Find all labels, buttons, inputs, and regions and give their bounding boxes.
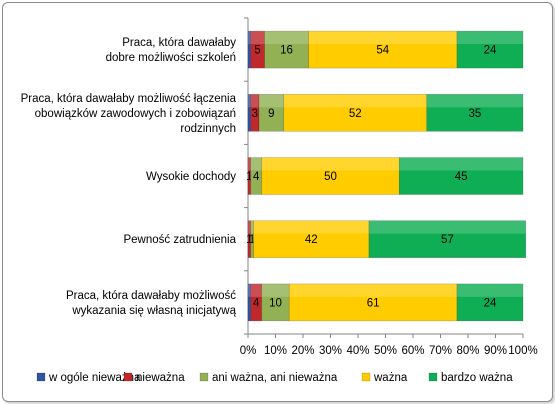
data-label: 24 [484,297,497,309]
data-label: 24 [484,45,497,57]
category-label: Wysokie dochody [146,171,236,183]
data-label: 1 [249,234,255,246]
bar-segment [261,157,400,195]
data-label: 10 [269,297,282,309]
legend-label: bardzo ważna [441,372,513,384]
data-label: 16 [280,45,293,57]
bar-highlight [248,220,251,234]
bar-highlight [289,283,457,297]
x-tick-label: 80% [456,345,479,357]
bar-highlight [264,31,309,45]
data-label: 45 [455,171,468,183]
data-label: 50 [324,171,337,183]
category-label: Praca, która dawałaby [122,37,236,49]
bar-segment [261,283,290,322]
data-label: 4 [253,297,260,309]
bar-highlight [250,283,262,297]
bar-highlight [457,31,523,45]
bar-highlight [248,157,251,171]
category-label: Praca, która dawałaby możliwość [66,290,236,302]
bar-segment [368,220,527,258]
bar-highlight [248,283,251,297]
bar-highlight [308,31,457,45]
bar-highlight [369,220,526,234]
legend-label: w ogóle nieważna [48,372,141,384]
bar-highlight [248,31,251,45]
x-tick-label: 60% [401,345,424,357]
category-label: dobre możliwości szkoleń [106,52,236,64]
bar-segment [398,157,524,195]
data-label: 1 [246,234,252,246]
legend-swatch [428,372,438,382]
category-label: Pewność zatrudnienia [123,234,236,246]
bar-segment [456,30,524,69]
legend-label: ważna [373,372,408,384]
data-label: 4 [253,171,260,183]
x-tick-label: 20% [291,345,314,357]
x-tick-label: 10% [264,345,287,357]
bar-segment [258,94,285,132]
data-label: 42 [305,234,318,246]
x-tick-label: 50% [374,345,397,357]
data-label: 35 [468,108,481,120]
bar-highlight [250,157,262,171]
category-label: rodzinnych [180,123,236,135]
x-tick-label: 0% [240,345,257,357]
bar-highlight [250,220,254,234]
x-tick-label: 40% [346,345,369,357]
data-label: 52 [349,108,362,120]
bar-segment [283,94,428,132]
data-label: 1 [246,171,252,183]
bar-segment [426,94,524,132]
x-tick-label: 70% [429,345,452,357]
bar-segment [456,283,524,322]
data-label: 5 [254,45,260,57]
x-tick-label: 90% [484,345,507,357]
bar-highlight [259,94,284,108]
legend-label: ani ważna, ani nieważna [212,372,338,384]
data-label: 54 [376,45,389,57]
bar-highlight [426,94,523,108]
legend-swatch [123,372,133,382]
category-label: Praca, która dawałaby możliwość łączenia [21,93,237,105]
bar-segment [288,283,458,322]
bar-segment [308,30,458,69]
bar-highlight [253,220,369,234]
bar-segment [253,220,370,258]
data-label: 61 [367,297,380,309]
legend-swatch [361,372,371,382]
bar-highlight [399,157,523,171]
category-label: wykazania się własną inicjatywą [71,305,236,317]
x-tick-label: 100% [508,345,537,357]
legend-label: nieważna [136,372,185,384]
category-label: obowiązków zawodowych i zobowiązań [35,108,236,120]
bar-highlight [248,94,251,108]
bar-highlight [261,283,290,297]
bar-highlight [250,94,259,108]
legend-swatch [199,372,209,382]
data-label: 57 [441,234,454,246]
bar-highlight [250,31,265,45]
bar-highlight [457,283,523,297]
data-label: 3 [252,108,258,120]
bar-highlight [283,94,427,108]
bar-highlight [261,157,400,171]
legend-swatch [36,372,46,382]
bar-segment [264,30,309,69]
data-label: 9 [268,108,274,120]
x-tick-label: 30% [319,345,342,357]
